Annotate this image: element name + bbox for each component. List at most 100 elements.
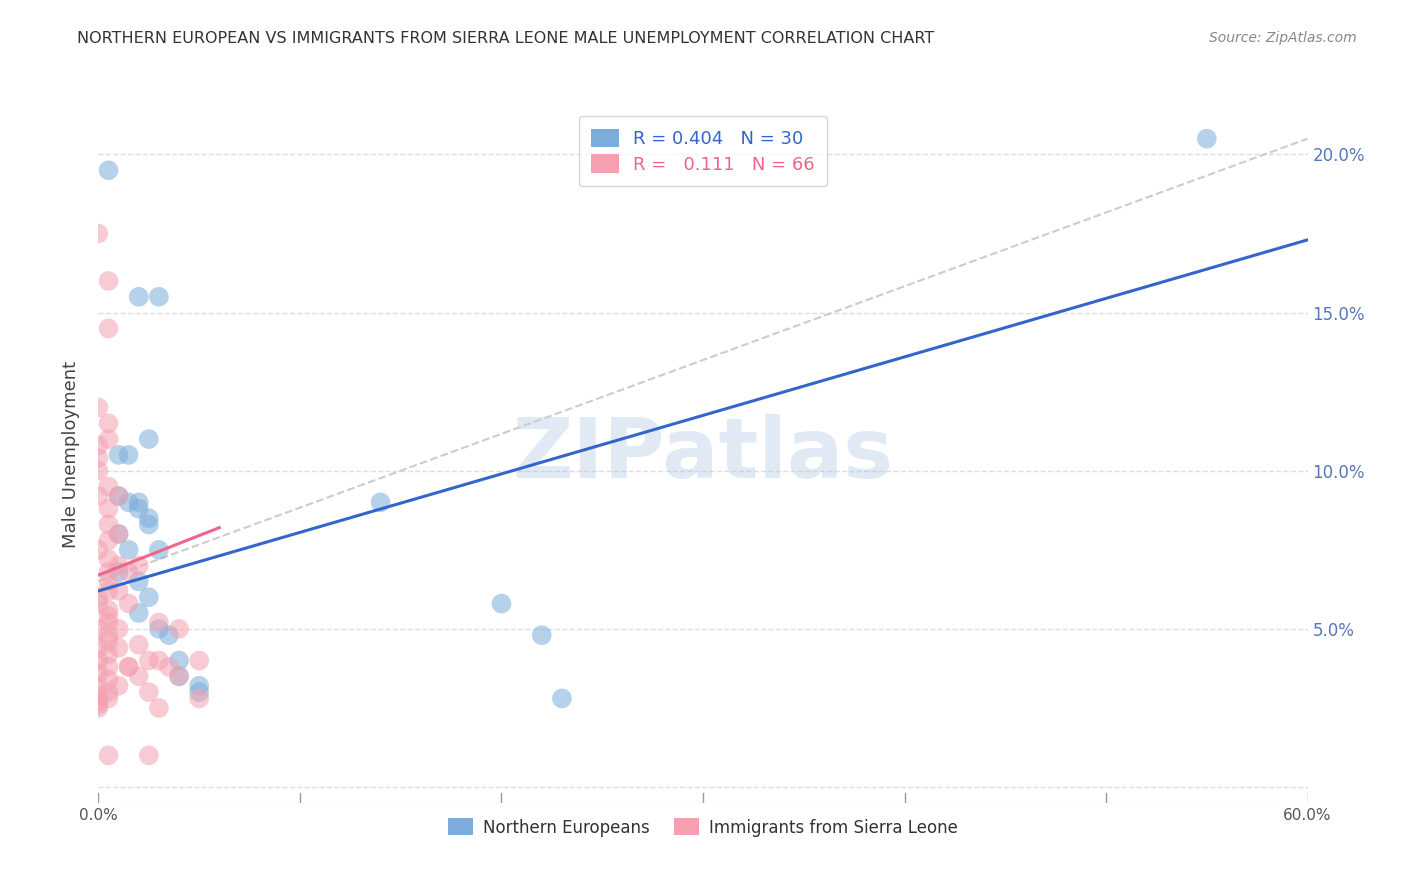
Point [128, 558, 150, 573]
Point [148, 622, 170, 636]
Point [118, 448, 141, 462]
Point [87, 464, 110, 478]
Point [128, 574, 150, 589]
Point [138, 511, 160, 525]
Point [148, 615, 170, 630]
Point [97, 583, 120, 598]
Point [128, 669, 150, 683]
Point [138, 432, 160, 446]
Point [167, 669, 190, 683]
Point [188, 653, 211, 667]
Text: ZIPatlas: ZIPatlas [513, 415, 893, 495]
Point [107, 489, 129, 503]
Point [97, 660, 120, 674]
Point [87, 401, 110, 415]
Point [148, 290, 170, 304]
Point [148, 653, 170, 667]
Point [138, 748, 160, 763]
Point [118, 660, 141, 674]
Point [157, 628, 180, 642]
Point [97, 432, 120, 446]
Point [167, 669, 190, 683]
Point [97, 479, 120, 493]
Point [87, 597, 110, 611]
Point [97, 609, 120, 624]
Point [188, 691, 211, 706]
Point [128, 495, 150, 509]
Point [97, 321, 120, 335]
Point [138, 653, 160, 667]
Point [107, 679, 129, 693]
Point [138, 517, 160, 532]
Point [118, 542, 141, 557]
Point [148, 542, 170, 557]
Point [97, 603, 120, 617]
Point [87, 591, 110, 605]
Point [97, 673, 120, 687]
Point [97, 647, 120, 661]
Point [87, 666, 110, 681]
Point [138, 591, 160, 605]
Point [128, 606, 150, 620]
Point [107, 622, 129, 636]
Point [167, 653, 190, 667]
Point [97, 685, 120, 699]
Point [128, 501, 150, 516]
Point [97, 552, 120, 566]
Point [87, 622, 110, 636]
Point [128, 290, 150, 304]
Point [118, 660, 141, 674]
Point [1195, 131, 1218, 145]
Point [148, 701, 170, 715]
Point [107, 448, 129, 462]
Point [167, 622, 190, 636]
Point [87, 227, 110, 241]
Point [128, 638, 150, 652]
Point [107, 527, 129, 541]
Point [87, 653, 110, 667]
Point [118, 597, 141, 611]
Point [118, 495, 141, 509]
Point [87, 451, 110, 466]
Point [370, 495, 392, 509]
Point [491, 597, 513, 611]
Point [87, 679, 110, 693]
Point [107, 489, 129, 503]
Point [97, 748, 120, 763]
Point [97, 628, 120, 642]
Point [97, 533, 120, 548]
Y-axis label: Male Unemployment: Male Unemployment [62, 361, 80, 549]
Legend: Northern Europeans, Immigrants from Sierra Leone: Northern Europeans, Immigrants from Sier… [441, 812, 965, 843]
Point [87, 542, 110, 557]
Point [188, 679, 211, 693]
Point [107, 527, 129, 541]
Point [97, 517, 120, 532]
Point [87, 701, 110, 715]
Point [530, 628, 553, 642]
Point [551, 691, 574, 706]
Point [97, 501, 120, 516]
Point [97, 691, 120, 706]
Point [107, 640, 129, 655]
Point [138, 685, 160, 699]
Point [188, 685, 211, 699]
Point [87, 698, 110, 712]
Point [107, 565, 129, 579]
Point [118, 565, 141, 579]
Point [157, 660, 180, 674]
Point [97, 274, 120, 288]
Text: NORTHERN EUROPEAN VS IMMIGRANTS FROM SIERRA LEONE MALE UNEMPLOYMENT CORRELATION : NORTHERN EUROPEAN VS IMMIGRANTS FROM SIE… [77, 31, 935, 46]
Point [97, 163, 120, 178]
Point [87, 438, 110, 452]
Point [97, 615, 120, 630]
Point [97, 417, 120, 431]
Point [97, 565, 120, 579]
Point [97, 574, 120, 589]
Text: Source: ZipAtlas.com: Source: ZipAtlas.com [1209, 31, 1357, 45]
Point [87, 640, 110, 655]
Point [87, 688, 110, 702]
Point [107, 558, 129, 573]
Point [87, 489, 110, 503]
Point [87, 695, 110, 709]
Point [107, 583, 129, 598]
